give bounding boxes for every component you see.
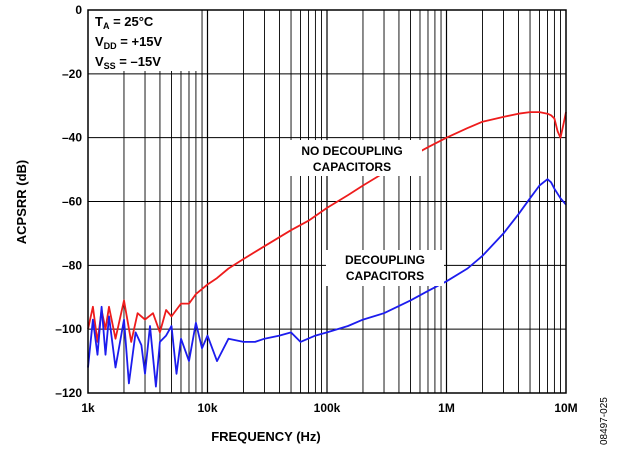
y-tick-label: –40 [62, 131, 82, 145]
figure-id: 08497-025 [599, 397, 610, 445]
series-line-no-decoupling [87, 111, 567, 343]
vdd-subscript: DD [104, 41, 117, 51]
ta-symbol: T [95, 14, 103, 29]
vss-value: = –15V [116, 54, 162, 69]
y-tick-label: –80 [62, 258, 82, 272]
y-tick-label: 0 [75, 3, 82, 17]
vss-subscript: SS [104, 61, 116, 71]
y-tick-label: –60 [62, 195, 82, 209]
condition-vdd: VDD = +15V [95, 34, 163, 51]
x-tick-label: 10M [554, 401, 577, 415]
y-tick-label: –20 [62, 67, 82, 81]
x-axis-ticks: 1k 10k 100k 1M 10M [81, 401, 577, 415]
x-tick-label: 1k [81, 401, 95, 415]
ta-value: = 25°C [109, 14, 153, 29]
decoupling-label-bg [326, 250, 444, 286]
vdd-symbol: V [95, 34, 104, 49]
x-tick-label: 10k [197, 401, 217, 415]
vss-symbol: V [95, 54, 104, 69]
y-axis-title: ACPSRR (dB) [14, 160, 29, 245]
y-tick-label: –100 [55, 322, 82, 336]
y-axis-ticks: 0 –20 –40 –60 –80 –100 –120 [55, 3, 82, 400]
series-group [87, 111, 567, 388]
condition-vss: VSS = –15V [95, 54, 161, 71]
no-decoupling-label-line1: NO DECOUPLING [301, 144, 402, 158]
series-line-decoupling [87, 178, 567, 388]
no-decoupling-label-line2: CAPACITORS [313, 160, 391, 174]
x-axis-title: FREQUENCY (Hz) [211, 429, 321, 444]
decoupling-label-line2: CAPACITORS [346, 269, 424, 283]
x-tick-label: 100k [314, 401, 341, 415]
y-tick-label: –120 [55, 386, 82, 400]
plot-frame [87, 9, 567, 394]
no-decoupling-label-bg [282, 140, 422, 176]
decoupling-label-line1: DECOUPLING [345, 253, 425, 267]
vdd-value: = +15V [117, 34, 163, 49]
conditions-box [88, 10, 200, 71]
ta-subscript: A [103, 21, 110, 31]
condition-ta: TA = 25°C [95, 14, 154, 31]
x-tick-label: 1M [438, 401, 455, 415]
